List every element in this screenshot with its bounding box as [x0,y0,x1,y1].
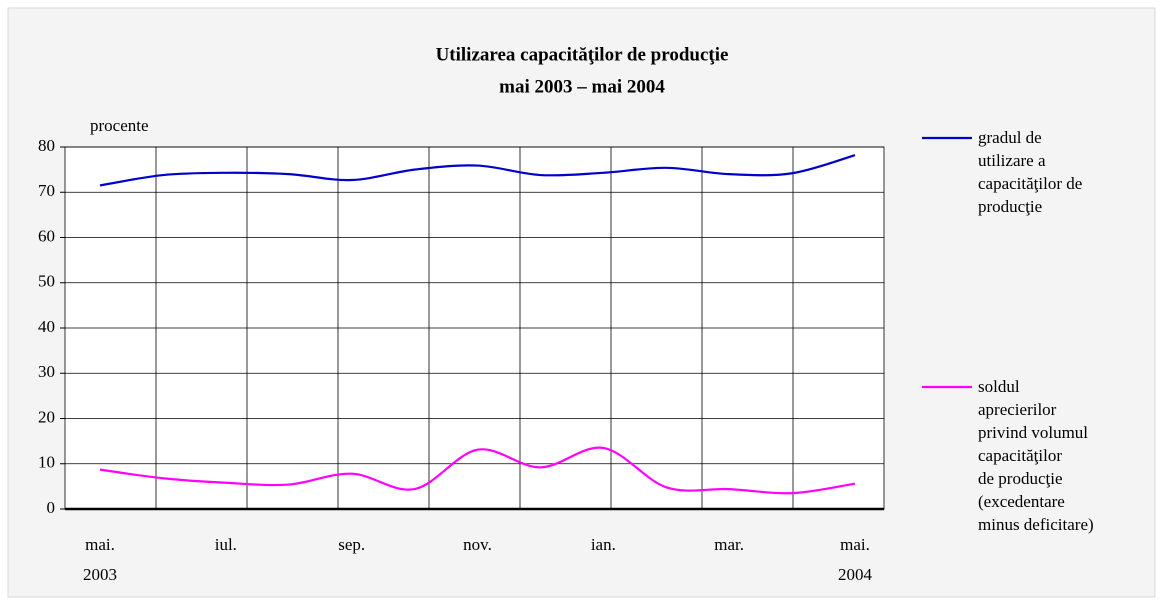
y-tick-label: 50 [38,272,55,291]
x-tick-label: mai. 2004 [838,535,873,584]
chart-title: Utilizarea capacităţilor de producţie [436,44,729,65]
x-tick-label: sep. [338,535,365,554]
chart-subtitle: mai 2003 – mai 2004 [499,76,665,97]
x-tick-label: ian. [591,535,616,554]
y-tick-label: 0 [47,498,56,517]
series-line [99,446,856,495]
y-tick-label: 20 [38,407,55,426]
y-tick-label: 80 [38,136,55,155]
y-tick-label: 70 [38,181,55,200]
legend-label: soldul aprecierilor privind volumul capa… [978,377,1094,534]
y-tick-label: 60 [38,226,55,245]
y-axis-label: procente [90,116,149,135]
y-tick-label: 40 [38,317,55,336]
x-tick-label: iul. [215,535,237,554]
series-line [99,154,856,187]
plot-border [64,146,885,510]
y-tick-label: 30 [38,362,55,381]
x-tick-label: mai. 2003 [83,535,117,584]
x-tick-label: nov. [463,535,492,554]
y-tick-label: 10 [38,453,55,472]
legend-label: gradul de utilizare a capacităţilor de p… [978,128,1083,216]
x-tick-label: mar. [714,535,744,554]
